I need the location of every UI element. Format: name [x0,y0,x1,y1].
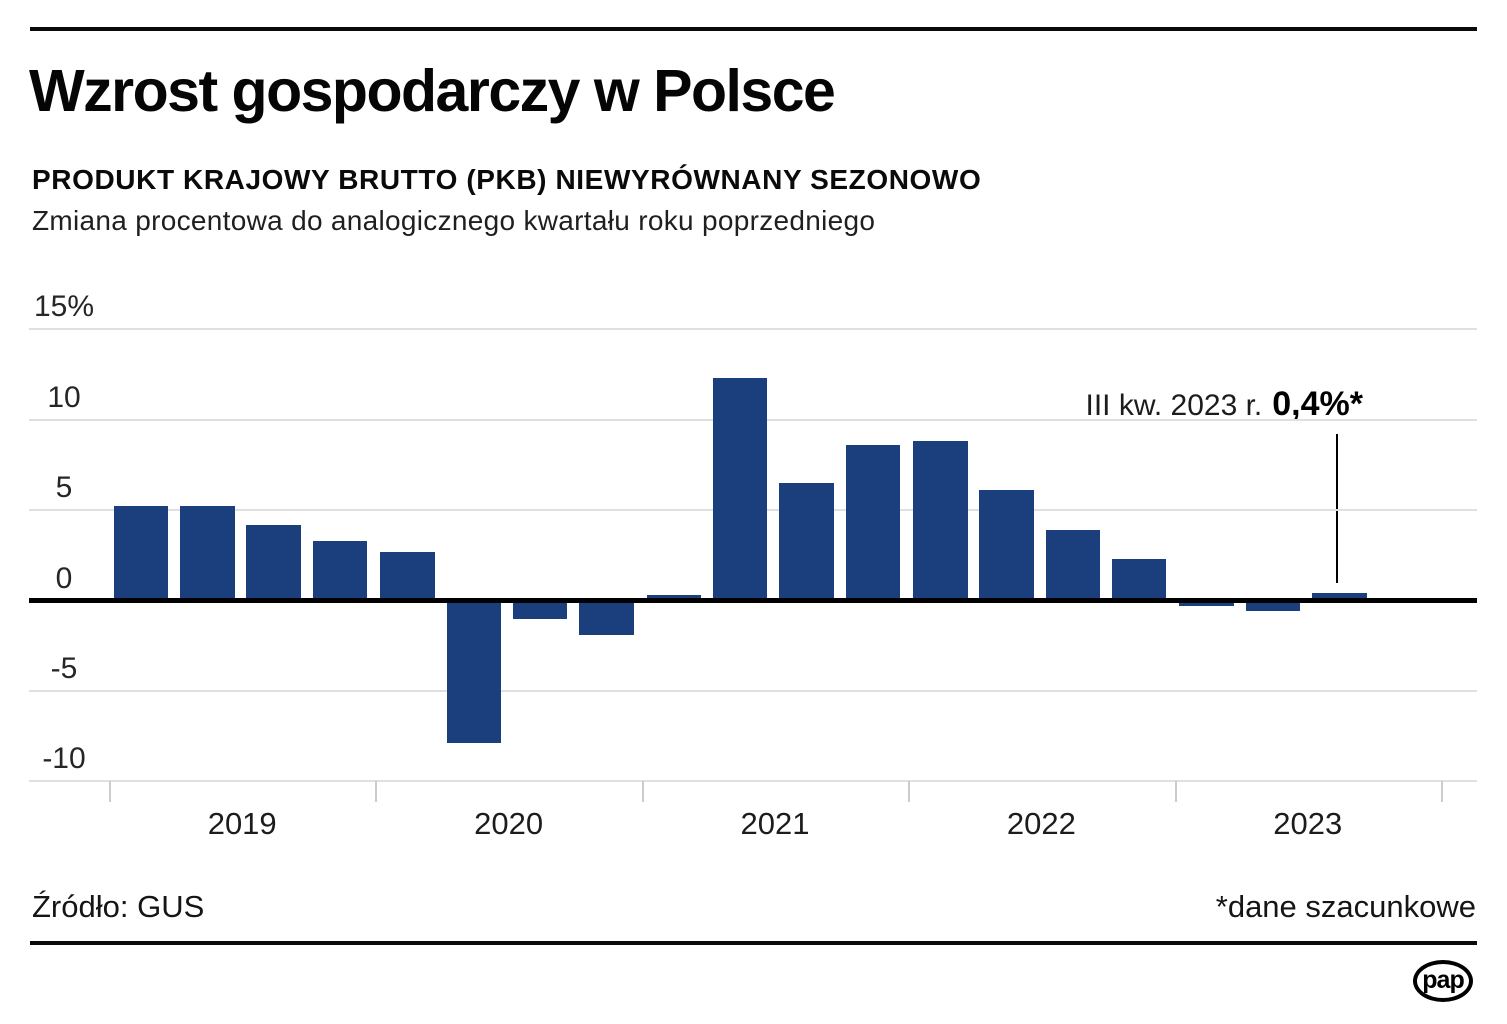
annotation-value: 0,4%* [1272,385,1363,423]
bar-2019-q2 [180,506,235,601]
bar-2022-q2 [979,490,1034,601]
y-axis-label--5: -5 [50,651,78,685]
x-axis-year-label-2022: 2022 [1006,806,1076,841]
bar-2021-q3 [779,482,834,601]
bar-2020-q3 [512,600,568,619]
bar-2022-q1 [913,441,968,601]
annotation-latest-quarter: III kw. 2023 r. 0,4%* [1086,385,1364,424]
footnote-label: *dane szacunkowe [1215,889,1476,924]
chart-subtitle: PRODUKT KRAJOWY BRUTTO (PKB) NIEWYRÓWNAN… [32,164,982,195]
bar-2020-q2 [446,600,502,744]
bar-2023-q2 [1245,600,1301,612]
annotation-prefix: III kw. 2023 r. [1085,389,1263,422]
x-axis-zero-line [29,598,1477,603]
y-axis-label--10: -10 [42,742,86,776]
x-axis-year-label-2021: 2021 [740,806,810,841]
x-axis-tick [908,781,911,802]
bar-2020-q1 [380,551,435,601]
bar-2019-q1 [113,506,169,601]
bottom-rule [30,941,1477,945]
gridline--5 [29,689,1477,692]
x-axis-tick [1174,781,1177,802]
source-label: Źródło: GUS [32,889,205,924]
bar-2021-q4 [845,445,901,601]
pap-logo-text: pap [1422,965,1464,994]
x-axis-year-label-2020: 2020 [474,806,544,841]
y-axis-label-15: 15% [33,290,95,324]
x-axis-year-label-2019: 2019 [207,806,277,841]
bar-2022-q3 [1045,529,1101,601]
y-axis-label-10: 10 [47,380,81,414]
top-rule [30,27,1477,31]
gridline-15 [29,328,1477,331]
y-axis-label-5: 5 [55,471,73,505]
y-axis-label-0: 0 [55,561,73,595]
bar-2023-q1 [1179,600,1234,606]
pap-logo: pap [1413,960,1473,1002]
x-axis-tick [375,781,378,802]
bar-2023-q3 [1312,593,1367,601]
page-title: Wzrost gospodarczy w Polsce [29,58,836,124]
bar-2021-q1 [646,595,702,601]
x-axis-year-label-2023: 2023 [1273,806,1343,841]
annotation-pointer-line [1336,434,1338,583]
bar-2019-q3 [246,524,301,601]
bar-2019-q4 [312,540,368,601]
bar-2020-q4 [579,600,634,635]
x-axis-tick [641,781,644,802]
chart-description: Zmiana procentowa do analogicznego kwart… [32,205,876,236]
x-axis-tick [109,781,111,802]
x-axis-tick [1441,781,1443,802]
bar-2022-q4 [1111,558,1167,601]
bar-2021-q2 [712,378,768,601]
gridline--10 [29,780,1477,783]
